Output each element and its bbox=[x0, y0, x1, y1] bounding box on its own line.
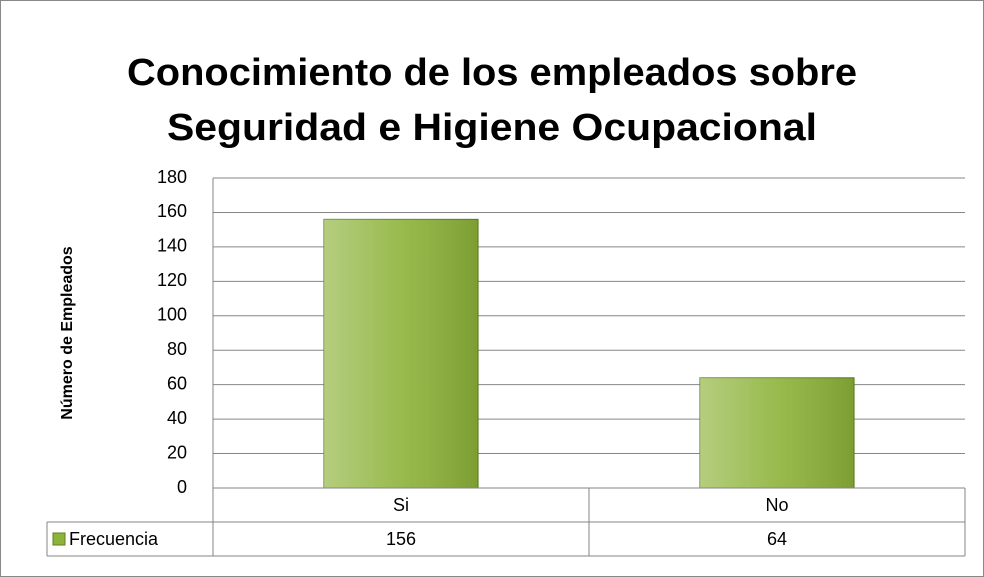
table-value: 156 bbox=[386, 529, 416, 549]
chart-title: Conocimiento de los empleados sobre bbox=[127, 52, 857, 94]
y-tick-label: 140 bbox=[157, 236, 187, 256]
legend-swatch bbox=[52, 532, 66, 546]
y-tick-label: 160 bbox=[157, 201, 187, 221]
x-tick-label: No bbox=[765, 495, 788, 515]
y-tick-label: 20 bbox=[167, 442, 187, 462]
bar-shine bbox=[699, 377, 855, 488]
y-tick-label: 120 bbox=[157, 270, 187, 290]
table-value: 64 bbox=[767, 529, 787, 549]
y-tick-label: 60 bbox=[167, 373, 187, 393]
x-tick-label: Si bbox=[393, 495, 409, 515]
bar-shine bbox=[323, 219, 479, 489]
y-tick-label: 40 bbox=[167, 408, 187, 428]
legend-label: Frecuencia bbox=[69, 529, 159, 549]
y-tick-label: 100 bbox=[157, 305, 187, 325]
y-axis-label: Número de Empleados bbox=[59, 246, 76, 419]
chart-title: Seguridad e Higiene Ocupacional bbox=[167, 107, 817, 149]
y-tick-label: 180 bbox=[157, 167, 187, 187]
y-tick-label: 80 bbox=[167, 339, 187, 359]
y-tick-label: 0 bbox=[177, 477, 187, 497]
